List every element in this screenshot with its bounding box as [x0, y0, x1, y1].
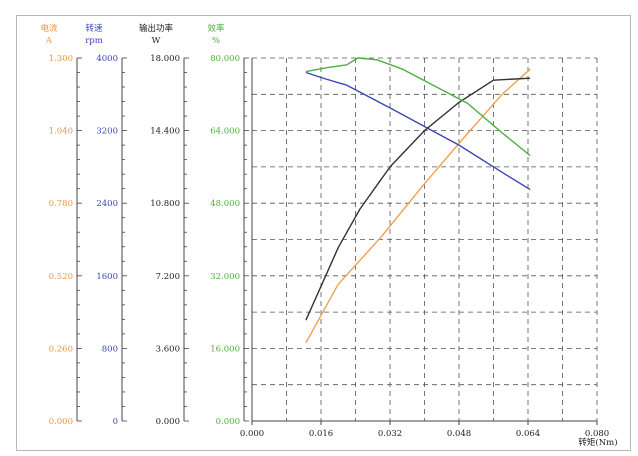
y-axis-unit: W [152, 36, 161, 46]
series-line-efficiency [305, 57, 531, 157]
y-tick-label: 18.000 [150, 54, 180, 64]
y-axis-title: 效率 [207, 23, 225, 34]
series-line-power [305, 77, 531, 321]
x-axis-label: 转矩(Nm) [578, 437, 617, 448]
series-lines [305, 57, 531, 344]
x-tick-label: 0.032 [378, 429, 402, 439]
x-tick-label: 0.016 [309, 429, 333, 439]
y-tick-label: 7.200 [156, 272, 180, 282]
y-tick-label: 80.000 [210, 54, 240, 64]
y-tick-label: 4000 [96, 54, 118, 64]
y-axis-speed: 0 800 1600 2400 3200 4000 转速 rpm [85, 23, 127, 427]
y-tick-label: 0.260 [49, 344, 73, 354]
y-axis-title: 输出功率 [139, 23, 174, 34]
y-tick-label: 0.780 [49, 199, 73, 209]
x-axis: 0.000 0.016 0.032 0.048 0.064 0.080 [240, 421, 609, 439]
y-axis-power: 0.000 3.600 7.200 10.800 14.400 18.000 输出功率 W [139, 23, 189, 427]
y-tick-label: 1600 [96, 272, 118, 282]
y-tick-label: 64.000 [210, 127, 240, 137]
grid [252, 57, 598, 421]
y-tick-label: 48.000 [210, 199, 240, 209]
y-axis-title: 电流 [40, 23, 58, 34]
x-tick-label: 0.064 [516, 429, 540, 439]
y-axis-title: 转速 [85, 23, 103, 34]
y-axis-current: 0.000 0.260 0.520 0.780 1.040 1.300 电流 A [40, 23, 82, 427]
y-tick-label: 2400 [96, 199, 118, 209]
y-axis-unit: % [212, 36, 220, 46]
y-tick-label: 0.000 [216, 417, 240, 427]
x-tick-label: 0.048 [447, 429, 471, 439]
y-tick-label: 1.300 [49, 54, 73, 64]
y-tick-label: 3.600 [156, 344, 180, 354]
series-line-current [305, 68, 531, 344]
y-tick-label: 16.000 [210, 344, 240, 354]
x-tick-label: 0.000 [240, 429, 264, 439]
series-line-speed [305, 71, 531, 191]
y-tick-label: 0 [113, 417, 118, 427]
y-tick-label: 14.400 [150, 127, 180, 137]
y-tick-label: 800 [102, 344, 118, 354]
y-axis-unit: rpm [85, 36, 103, 46]
y-tick-label: 0.520 [49, 272, 73, 282]
y-axis-efficiency: 0.000 16.000 32.000 48.000 64.000 80.000 效率% [207, 23, 249, 427]
x-tick-label: 0.080 [585, 429, 609, 439]
y-axis-unit: A [45, 36, 53, 46]
y-tick-label: 0.000 [156, 417, 180, 427]
axes: 0.000 0.260 0.520 0.780 1.040 1.300 电流 A 0 800 160… [40, 23, 597, 427]
y-tick-label: 10.800 [150, 199, 180, 209]
chart-frame [16, 15, 631, 451]
y-tick-label: 32.000 [210, 272, 240, 282]
y-tick-label: 1.040 [49, 127, 73, 137]
y-tick-label: 3200 [96, 127, 118, 137]
y-tick-label: 0.000 [49, 417, 73, 427]
